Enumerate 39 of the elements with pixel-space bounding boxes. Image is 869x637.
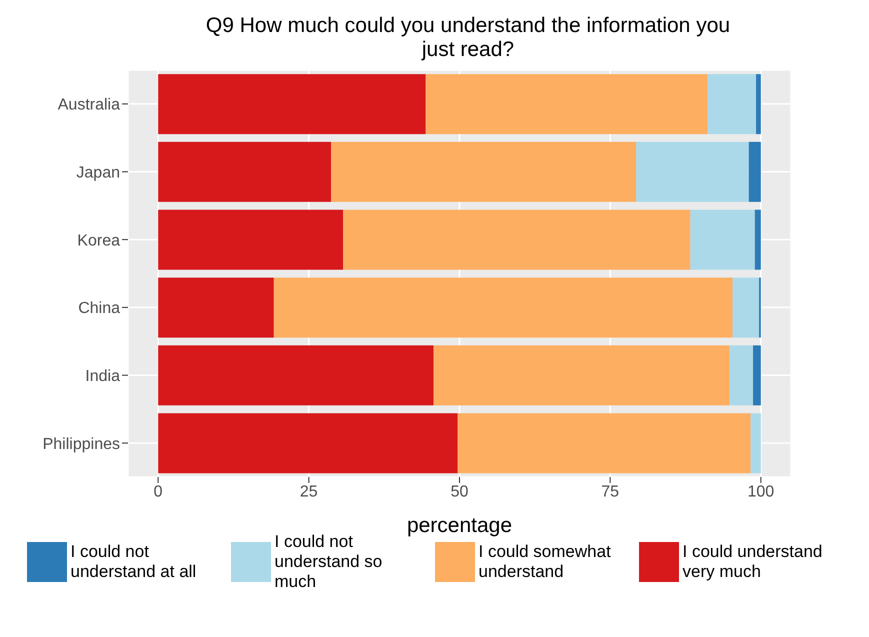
bar [458,413,751,474]
x-tick-label: 25 [300,483,318,500]
bar [158,278,274,338]
bar [158,413,458,474]
x-axis-title: percentage [406,514,512,537]
x-tick-label: 100 [748,483,774,500]
bar [158,142,332,202]
bar [732,278,760,338]
y-tick-label: Australia [58,96,120,114]
bar [750,413,761,474]
bar [331,142,636,202]
bar [158,345,434,406]
x-tick-label: 75 [601,483,620,500]
bar [756,74,761,134]
bar [636,142,749,202]
bar [754,210,761,270]
bar [748,142,761,202]
legend-label: I could not understand at all [70,542,198,582]
y-tick-label: China [78,300,120,318]
x-tick-label: 0 [154,483,163,500]
x-tick-label: 50 [450,483,468,500]
legend-label: I could not understand so much [274,532,382,591]
bar [274,278,733,338]
bar [690,210,755,270]
bar [158,210,344,270]
bar [434,345,730,406]
y-tick-label: Philippines [42,436,120,453]
y-tick-label: India [85,368,120,385]
legend-label: I could understand very much [682,542,824,582]
y-tick-label: Japan [76,164,120,182]
bar [426,74,708,134]
bar [343,210,690,270]
chart-title: Q9 How much could you understand the information you just read? [204,13,732,62]
bar [730,345,754,406]
bar [708,74,756,134]
bar [753,345,761,406]
y-tick-label: Korea [77,232,120,250]
bar [158,74,426,134]
legend-label: I could somewhat understand [478,542,612,582]
